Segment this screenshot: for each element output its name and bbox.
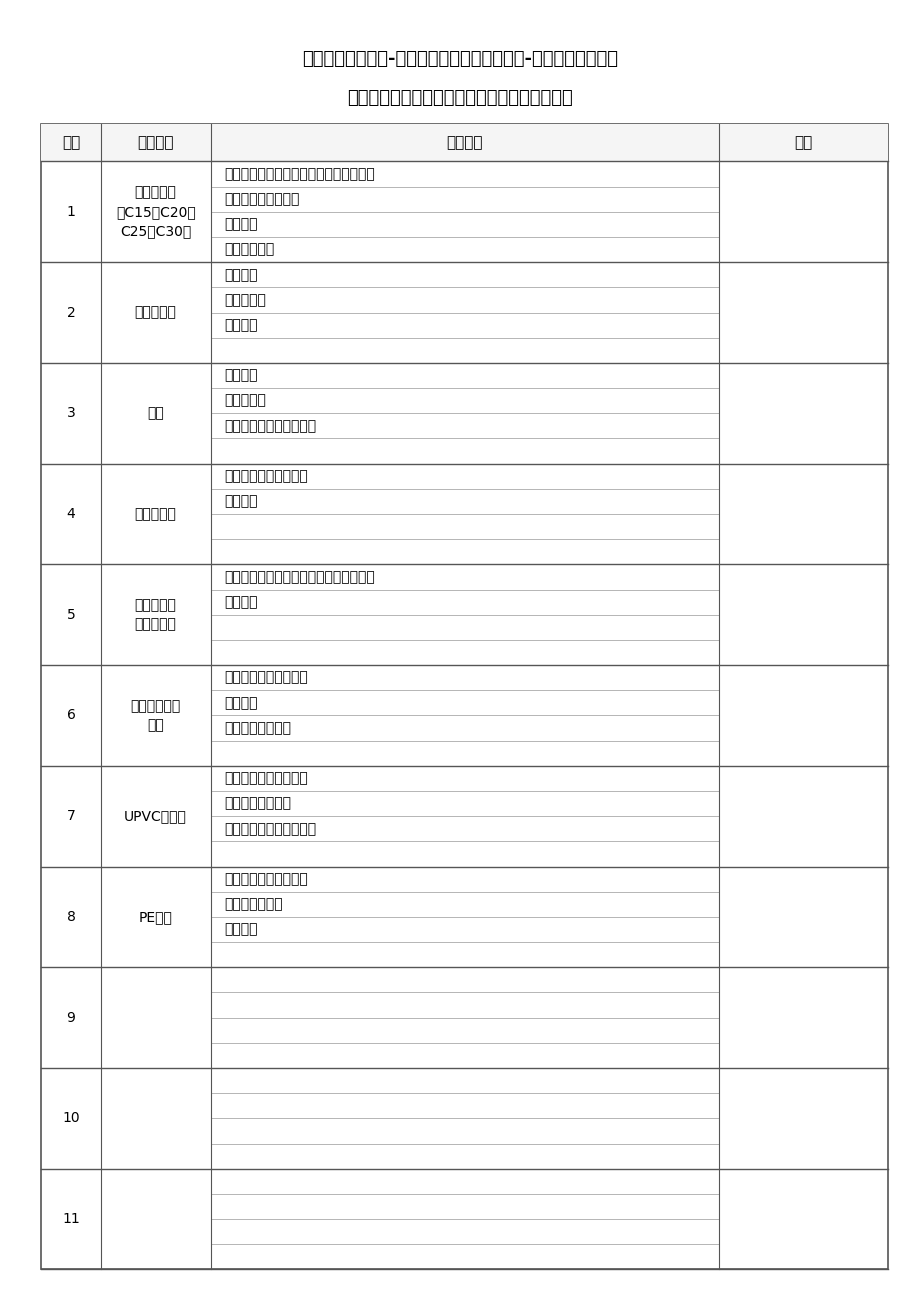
Text: 组织机构代码证: 组织机构代码证 [224, 897, 283, 911]
Text: 备案证明: 备案证明 [224, 495, 257, 508]
Bar [41, 124, 887, 1269]
Text: 备案证明: 备案证明 [224, 695, 257, 710]
Text: 企业法人机构代码: 企业法人机构代码 [224, 797, 291, 811]
Text: 3: 3 [66, 406, 75, 421]
Text: 11: 11 [62, 1212, 80, 1226]
Text: 出厂检验报告、备案证明: 出厂检验报告、备案证明 [224, 822, 316, 836]
Text: 营业执照: 营业执照 [224, 268, 257, 281]
Text: 8: 8 [66, 910, 75, 924]
Text: 9: 9 [66, 1010, 75, 1025]
Text: PE拖管: PE拖管 [139, 910, 173, 924]
Text: 1: 1 [66, 204, 75, 219]
Text: 交易凭证、备案证明: 交易凭证、备案证明 [224, 193, 300, 206]
Text: 税务登记证: 税务登记证 [224, 293, 267, 307]
Text: 营业执照、税务登记证: 营业执照、税务登记证 [224, 771, 308, 785]
Text: 玻璃钢夹砂
管、橡胶圈: 玻璃钢夹砂 管、橡胶圈 [134, 598, 176, 631]
Text: 10: 10 [62, 1112, 80, 1125]
Text: 2: 2 [66, 306, 75, 319]
Text: 商品砼浇筑
（C15、C20、
C25、C30）: 商品砼浇筑 （C15、C20、 C25、C30） [116, 185, 196, 238]
Text: 营业执照: 营业执照 [224, 368, 257, 383]
Text: 备案证明: 备案证明 [224, 318, 257, 332]
Text: 普通烧结砖: 普通烧结砖 [134, 306, 176, 319]
Text: 6: 6 [66, 708, 75, 723]
Text: 材料名称: 材料名称 [137, 135, 174, 150]
Text: 营业执照、税务登记证、组织机构代码证: 营业执照、税务登记证、组织机构代码证 [224, 167, 375, 181]
Text: 安全生产许可证（全国）: 安全生产许可证（全国） [224, 419, 316, 432]
Text: 企业资质: 企业资质 [224, 217, 257, 232]
Text: 4: 4 [66, 506, 75, 521]
Text: 备注: 备注 [793, 135, 811, 150]
Text: 税务登记证: 税务登记证 [224, 393, 267, 408]
Text: 营业执照、税务登记证: 营业执照、税务登记证 [224, 671, 308, 685]
Text: 原材料、半成品、成品供应商资质报审检查内容: 原材料、半成品、成品供应商资质报审检查内容 [346, 89, 573, 107]
Text: UPVC加筋管: UPVC加筋管 [124, 809, 187, 823]
Text: 试验报告（厂家）: 试验报告（厂家） [224, 721, 291, 736]
Text: 营业执照、税务登记证: 营业执照、税务登记证 [224, 872, 308, 887]
Text: 7: 7 [66, 809, 75, 823]
Text: 粗、细骨料: 粗、细骨料 [134, 506, 176, 521]
Text: 序号: 序号 [62, 135, 80, 150]
Text: 备案证明: 备案证明 [224, 595, 257, 609]
Text: 营业执照、税务登记证、组织机构代码证: 营业执照、税务登记证、组织机构代码证 [224, 570, 375, 585]
Text: 备案证明: 备案证明 [224, 923, 257, 936]
Text: 钢筋: 钢筋 [147, 406, 164, 421]
Text: 检测能力证书: 检测能力证书 [224, 242, 275, 256]
Text: 混凝土侧、平
石等: 混凝土侧、平 石等 [130, 699, 181, 732]
Bar [41, 124, 887, 161]
Text: 所需资料: 所需资料 [446, 135, 482, 150]
Text: 营业执照、税务登记证: 营业执照、税务登记证 [224, 469, 308, 483]
Text: 5: 5 [66, 608, 75, 622]
Text: 浦东南路（浦电路-上南路）、耀华路（上南路-长清路）改建工程: 浦东南路（浦电路-上南路）、耀华路（上南路-长清路）改建工程 [301, 49, 618, 68]
